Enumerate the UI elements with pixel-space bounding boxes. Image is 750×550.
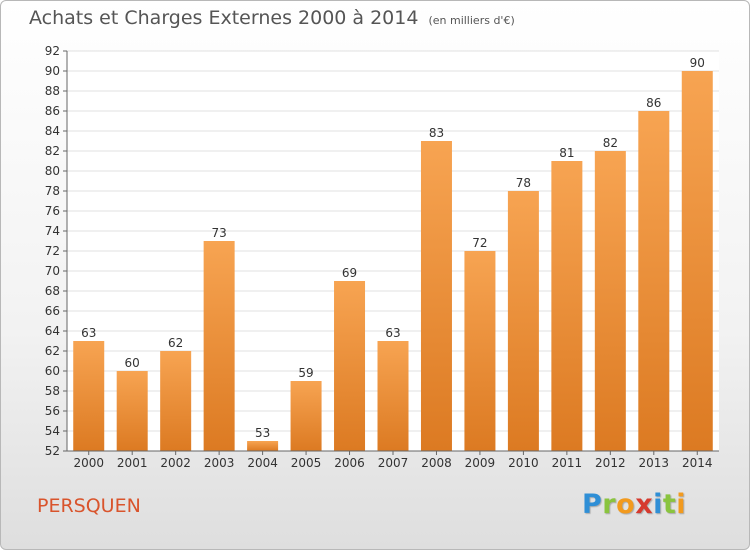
y-tick-label: 80 xyxy=(45,164,60,178)
y-tick-label: 84 xyxy=(45,124,60,138)
value-label-2009: 72 xyxy=(472,236,487,250)
value-label-2007: 63 xyxy=(385,326,400,340)
logo-letter: o xyxy=(616,489,636,520)
x-tick-label-2003: 2003 xyxy=(204,456,235,470)
y-tick-label: 70 xyxy=(45,264,60,278)
x-tick-label-2000: 2000 xyxy=(73,456,104,470)
logo-letter: i xyxy=(676,489,687,520)
x-tick-label-2006: 2006 xyxy=(334,456,365,470)
bar-2008 xyxy=(420,141,452,451)
logo-letter: x xyxy=(635,489,654,520)
x-tick-label-2004: 2004 xyxy=(247,456,278,470)
bar-2000 xyxy=(73,341,105,451)
y-tick-label: 62 xyxy=(45,344,60,358)
value-label-2013: 86 xyxy=(646,96,661,110)
chart-unit: (en milliers d'€) xyxy=(428,14,515,27)
bar-2006 xyxy=(334,281,366,451)
bar-2005 xyxy=(290,381,322,451)
y-tick-label: 54 xyxy=(45,424,60,438)
bar-2002 xyxy=(160,351,192,451)
bar-2004 xyxy=(247,441,279,451)
chart-title-text: Achats et Charges Externes 2000 à 2014 xyxy=(29,7,419,29)
x-tick-label-2009: 2009 xyxy=(465,456,496,470)
proxiti-logo: Proxiti xyxy=(582,489,686,520)
bar-2003 xyxy=(203,241,235,451)
value-label-2006: 69 xyxy=(342,266,357,280)
x-tick-label-2014: 2014 xyxy=(682,456,713,470)
x-tick-label-2008: 2008 xyxy=(421,456,452,470)
y-tick-label: 76 xyxy=(45,204,60,218)
y-tick-label: 78 xyxy=(45,184,60,198)
y-tick-label: 60 xyxy=(45,364,60,378)
y-tick-label: 82 xyxy=(45,144,60,158)
value-label-2005: 59 xyxy=(298,366,313,380)
y-tick-label: 64 xyxy=(45,324,60,338)
y-tick-label: 90 xyxy=(45,64,60,78)
y-tick-label: 52 xyxy=(45,444,60,458)
logo-letter: t xyxy=(662,489,677,520)
bar-2007 xyxy=(377,341,409,451)
x-tick-label-2001: 2001 xyxy=(117,456,148,470)
value-label-2004: 53 xyxy=(255,426,270,440)
x-tick-label-2013: 2013 xyxy=(639,456,670,470)
y-tick-label: 74 xyxy=(45,224,60,238)
value-label-2014: 90 xyxy=(690,56,705,70)
x-tick-label-2010: 2010 xyxy=(508,456,539,470)
bar-2001 xyxy=(116,371,148,451)
y-tick-label: 58 xyxy=(45,384,60,398)
y-tick-label: 68 xyxy=(45,284,60,298)
value-label-2000: 63 xyxy=(81,326,96,340)
bar-2011 xyxy=(551,161,583,451)
value-label-2012: 82 xyxy=(603,136,618,150)
x-tick-label-2007: 2007 xyxy=(378,456,409,470)
bar-2012 xyxy=(594,151,626,451)
x-tick-label-2011: 2011 xyxy=(552,456,583,470)
value-label-2010: 78 xyxy=(516,176,531,190)
x-tick-label-2002: 2002 xyxy=(160,456,191,470)
value-label-2008: 83 xyxy=(429,126,444,140)
y-tick-label: 88 xyxy=(45,84,60,98)
value-label-2003: 73 xyxy=(211,226,226,240)
bar-2013 xyxy=(638,111,670,451)
logo-letter: i xyxy=(653,489,663,520)
bar-2009 xyxy=(464,251,496,451)
y-tick-label: 56 xyxy=(45,404,60,418)
y-tick-label: 66 xyxy=(45,304,60,318)
chart-title: Achats et Charges Externes 2000 à 2014 (e… xyxy=(29,7,515,29)
value-label-2011: 81 xyxy=(559,146,574,160)
x-tick-label-2012: 2012 xyxy=(595,456,626,470)
y-tick-label: 92 xyxy=(45,44,60,58)
logo-letter: r xyxy=(602,489,617,520)
x-tick-label-2005: 2005 xyxy=(291,456,322,470)
y-tick-label: 86 xyxy=(45,104,60,118)
logo-letter: P xyxy=(582,489,603,520)
value-label-2002: 62 xyxy=(168,336,183,350)
value-label-2001: 60 xyxy=(125,356,140,370)
commune-name: PERSQUEN xyxy=(37,495,141,517)
y-tick-label: 72 xyxy=(45,244,60,258)
bar-2010 xyxy=(507,191,539,451)
bar-2014 xyxy=(681,71,713,451)
